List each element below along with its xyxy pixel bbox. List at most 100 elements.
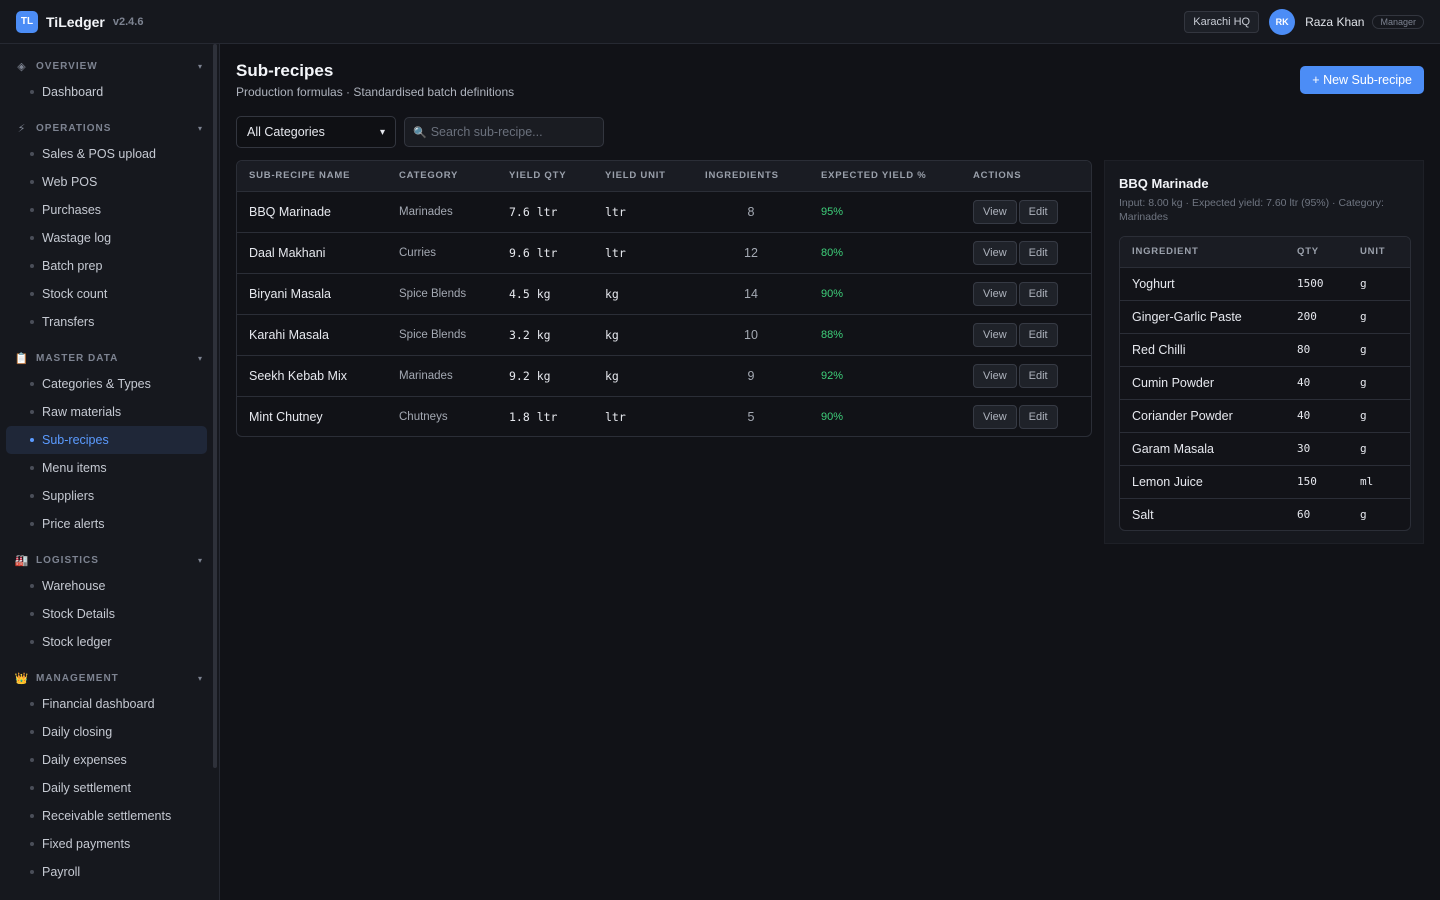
sidebar-item-batch-prep[interactable]: Batch prep xyxy=(6,252,207,280)
row-name[interactable]: BBQ Marinade xyxy=(237,191,387,233)
row-name[interactable]: Daal Makhani xyxy=(237,232,387,274)
sidebar-item-warehouse[interactable]: Warehouse xyxy=(6,572,207,600)
sidebar-item-sales-pos-upload[interactable]: Sales & POS upload xyxy=(6,140,207,168)
app-name[interactable]: TiLedger xyxy=(46,13,105,30)
new-sub-recipe-button[interactable]: + New Sub-recipe xyxy=(1300,66,1424,94)
row-yield-qty: 7.6 ltr xyxy=(497,191,593,233)
view-button[interactable]: View xyxy=(973,240,1017,265)
edit-button[interactable]: Edit xyxy=(1018,199,1058,224)
user-avatar[interactable]: RK xyxy=(1269,8,1296,35)
row-name[interactable]: Mint Chutney xyxy=(249,409,323,424)
col-header-expected-yield[interactable]: EXPECTED YIELD % xyxy=(809,161,961,192)
chevron-down-icon[interactable]: ▾ xyxy=(197,61,203,71)
search-box[interactable]: 🔍 xyxy=(404,117,604,147)
edit-button[interactable]: Edit xyxy=(1018,322,1058,347)
sidebar-item-financial-dashboard[interactable]: Financial dashboard xyxy=(6,690,207,718)
edit-button[interactable]: Edit xyxy=(1018,404,1058,429)
sidebar: ◈ OVERVIEW ▾ Dashboard ⚡ OPERATIONS ▾ Sales & P… xyxy=(0,44,220,900)
ingredients-table-card: INGREDIENT QTY UNIT Yoghurt 1500 g Ginger-G… xyxy=(1119,236,1411,531)
nav-group-header[interactable]: ⚡ OPERATIONS ▾ xyxy=(0,120,219,136)
chevron-down-icon[interactable]: ▾ xyxy=(197,555,203,565)
ingredients-header-row: INGREDIENT QTY UNIT xyxy=(1120,237,1410,268)
col-header-name[interactable]: SUB-RECIPE NAME xyxy=(237,161,387,192)
user-name[interactable]: Raza Khan xyxy=(1305,14,1365,29)
ingredients-table: INGREDIENT QTY UNIT Yoghurt 1500 g Ginger-G… xyxy=(1120,237,1410,530)
row-yield-unit: ltr xyxy=(593,191,693,233)
nav-group-header[interactable]: 👑 MANAGEMENT ▾ xyxy=(0,670,219,686)
sidebar-item-transfers[interactable]: Transfers xyxy=(6,308,207,336)
sidebar-item-stock-count[interactable]: Stock count xyxy=(6,280,207,308)
sidebar-item-daily-expenses[interactable]: Daily expenses xyxy=(6,746,207,774)
col-header-yield-qty[interactable]: YIELD QTY xyxy=(497,161,593,192)
edit-button[interactable]: Edit xyxy=(1018,363,1058,388)
ingredient-name: Ginger-Garlic Paste xyxy=(1120,300,1285,334)
chevron-down-icon[interactable]: ▾ xyxy=(197,123,203,133)
sidebar-item-web-pos[interactable]: Web POS xyxy=(6,168,207,196)
sidebar-item-wastage-log[interactable]: Wastage log xyxy=(6,224,207,252)
col-header-yield-unit[interactable]: YIELD UNIT xyxy=(593,161,693,192)
row-ingredients-count: 8 xyxy=(693,191,809,233)
sidebar-item-menu-items[interactable]: Menu items xyxy=(6,454,207,482)
row-yield-qty: 1.8 ltr xyxy=(509,409,558,424)
edit-button[interactable]: Edit xyxy=(1018,240,1058,265)
row-name[interactable]: Seekh Kebab Mix xyxy=(237,355,387,397)
row-name[interactable]: Karahi Masala xyxy=(237,314,387,356)
row-expected-yield: 88% xyxy=(809,314,961,356)
sidebar-item-sub-recipes[interactable]: Sub-recipes xyxy=(6,426,207,454)
nav-group-header[interactable]: ◈ OVERVIEW ▾ xyxy=(0,58,219,74)
view-button[interactable]: View xyxy=(973,322,1017,347)
sidebar-item-label: Stock Details xyxy=(42,607,115,621)
sidebar-item-purchases[interactable]: Purchases xyxy=(6,196,207,224)
view-button[interactable]: View xyxy=(973,363,1017,388)
table-row[interactable]: BBQ Marinade Marinades 7.6 ltr ltr 8 95% View E… xyxy=(237,191,1091,233)
row-expected-yield: 80% xyxy=(809,232,961,274)
edit-button[interactable]: Edit xyxy=(1018,281,1058,306)
sidebar-item-fixed-payments[interactable]: Fixed payments xyxy=(6,830,207,858)
sidebar-item-price-alerts[interactable]: Price alerts xyxy=(6,510,207,538)
sidebar-item-label: Web POS xyxy=(42,175,98,189)
nav-group-header[interactable]: 🏭 LOGISTICS ▾ xyxy=(0,552,219,568)
table-row[interactable]: Seekh Kebab Mix Marinades 9.2 kg kg 9 92% View… xyxy=(237,355,1091,397)
sidebar-item-suppliers[interactable]: Suppliers xyxy=(6,482,207,510)
nav-group-header[interactable]: 📋 MASTER DATA ▾ xyxy=(0,350,219,366)
col-header-category[interactable]: CATEGORY xyxy=(387,161,497,192)
chevron-down-icon[interactable]: ▾ xyxy=(197,353,203,363)
nav-group-label: OPERATIONS xyxy=(36,122,112,134)
sidebar-item-label: Daily settlement xyxy=(42,781,131,795)
sidebar-item-daily-settlement[interactable]: Daily settlement xyxy=(6,774,207,802)
search-input[interactable] xyxy=(430,125,595,139)
app-logo[interactable]: TL xyxy=(16,10,38,33)
sidebar-item-stock-details[interactable]: Stock Details xyxy=(6,600,207,628)
sidebar-scrollbar[interactable] xyxy=(213,44,217,768)
table-row[interactable]: Mint Chutney Chutneys 1.8 ltr ltr 5 90% View Ed… xyxy=(237,396,1091,436)
sidebar-item-payroll[interactable]: Payroll xyxy=(6,858,207,886)
sidebar-item-dashboard[interactable]: Dashboard xyxy=(6,78,207,106)
row-actions: View Edit xyxy=(961,314,1091,356)
col-header-ingredients[interactable]: INGREDIENTS xyxy=(693,161,809,192)
chevron-down-icon[interactable]: ▾ xyxy=(197,673,203,683)
sidebar-item-raw-materials[interactable]: Raw materials xyxy=(6,398,207,426)
nav-group-master-data: 📋 MASTER DATA ▾ Categories & Types Raw mater… xyxy=(0,336,219,538)
row-yield-unit: kg xyxy=(593,355,693,397)
bullet-icon xyxy=(30,264,34,268)
table-row[interactable]: Daal Makhani Curries 9.6 ltr ltr 12 80% View Ed… xyxy=(237,232,1091,274)
sidebar-item-daily-closing[interactable]: Daily closing xyxy=(6,718,207,746)
row-ingredients-count: 5 xyxy=(747,409,755,424)
view-button[interactable]: View xyxy=(973,281,1017,306)
view-button[interactable]: View xyxy=(973,404,1017,429)
row-actions: View Edit xyxy=(961,396,1091,436)
sidebar-item-categories-types[interactable]: Categories & Types xyxy=(6,370,207,398)
row-name[interactable]: Biryani Masala xyxy=(237,273,387,315)
ing-header-qty: QTY xyxy=(1285,237,1348,268)
category-filter-select[interactable]: All Categories ▾ xyxy=(236,116,396,148)
sidebar-item-stock-ledger[interactable]: Stock ledger xyxy=(6,628,207,656)
view-button[interactable]: View xyxy=(973,199,1017,224)
row-expected-yield: 92% xyxy=(809,355,961,397)
branch-selector[interactable]: Karachi HQ xyxy=(1184,10,1260,33)
sub-recipes-table-body: BBQ Marinade Marinades 7.6 ltr ltr 8 95% View E… xyxy=(237,191,1091,436)
detail-panel: BBQ Marinade Input: 8.00 kg · Expected y… xyxy=(1104,160,1424,544)
ing-header-unit: UNIT xyxy=(1348,237,1410,268)
table-row[interactable]: Biryani Masala Spice Blends 4.5 kg kg 14 90% V… xyxy=(237,273,1091,315)
table-row[interactable]: Karahi Masala Spice Blends 3.2 kg kg 10 88% Vi… xyxy=(237,314,1091,356)
sidebar-item-receivable-settlements[interactable]: Receivable settlements xyxy=(6,802,207,830)
